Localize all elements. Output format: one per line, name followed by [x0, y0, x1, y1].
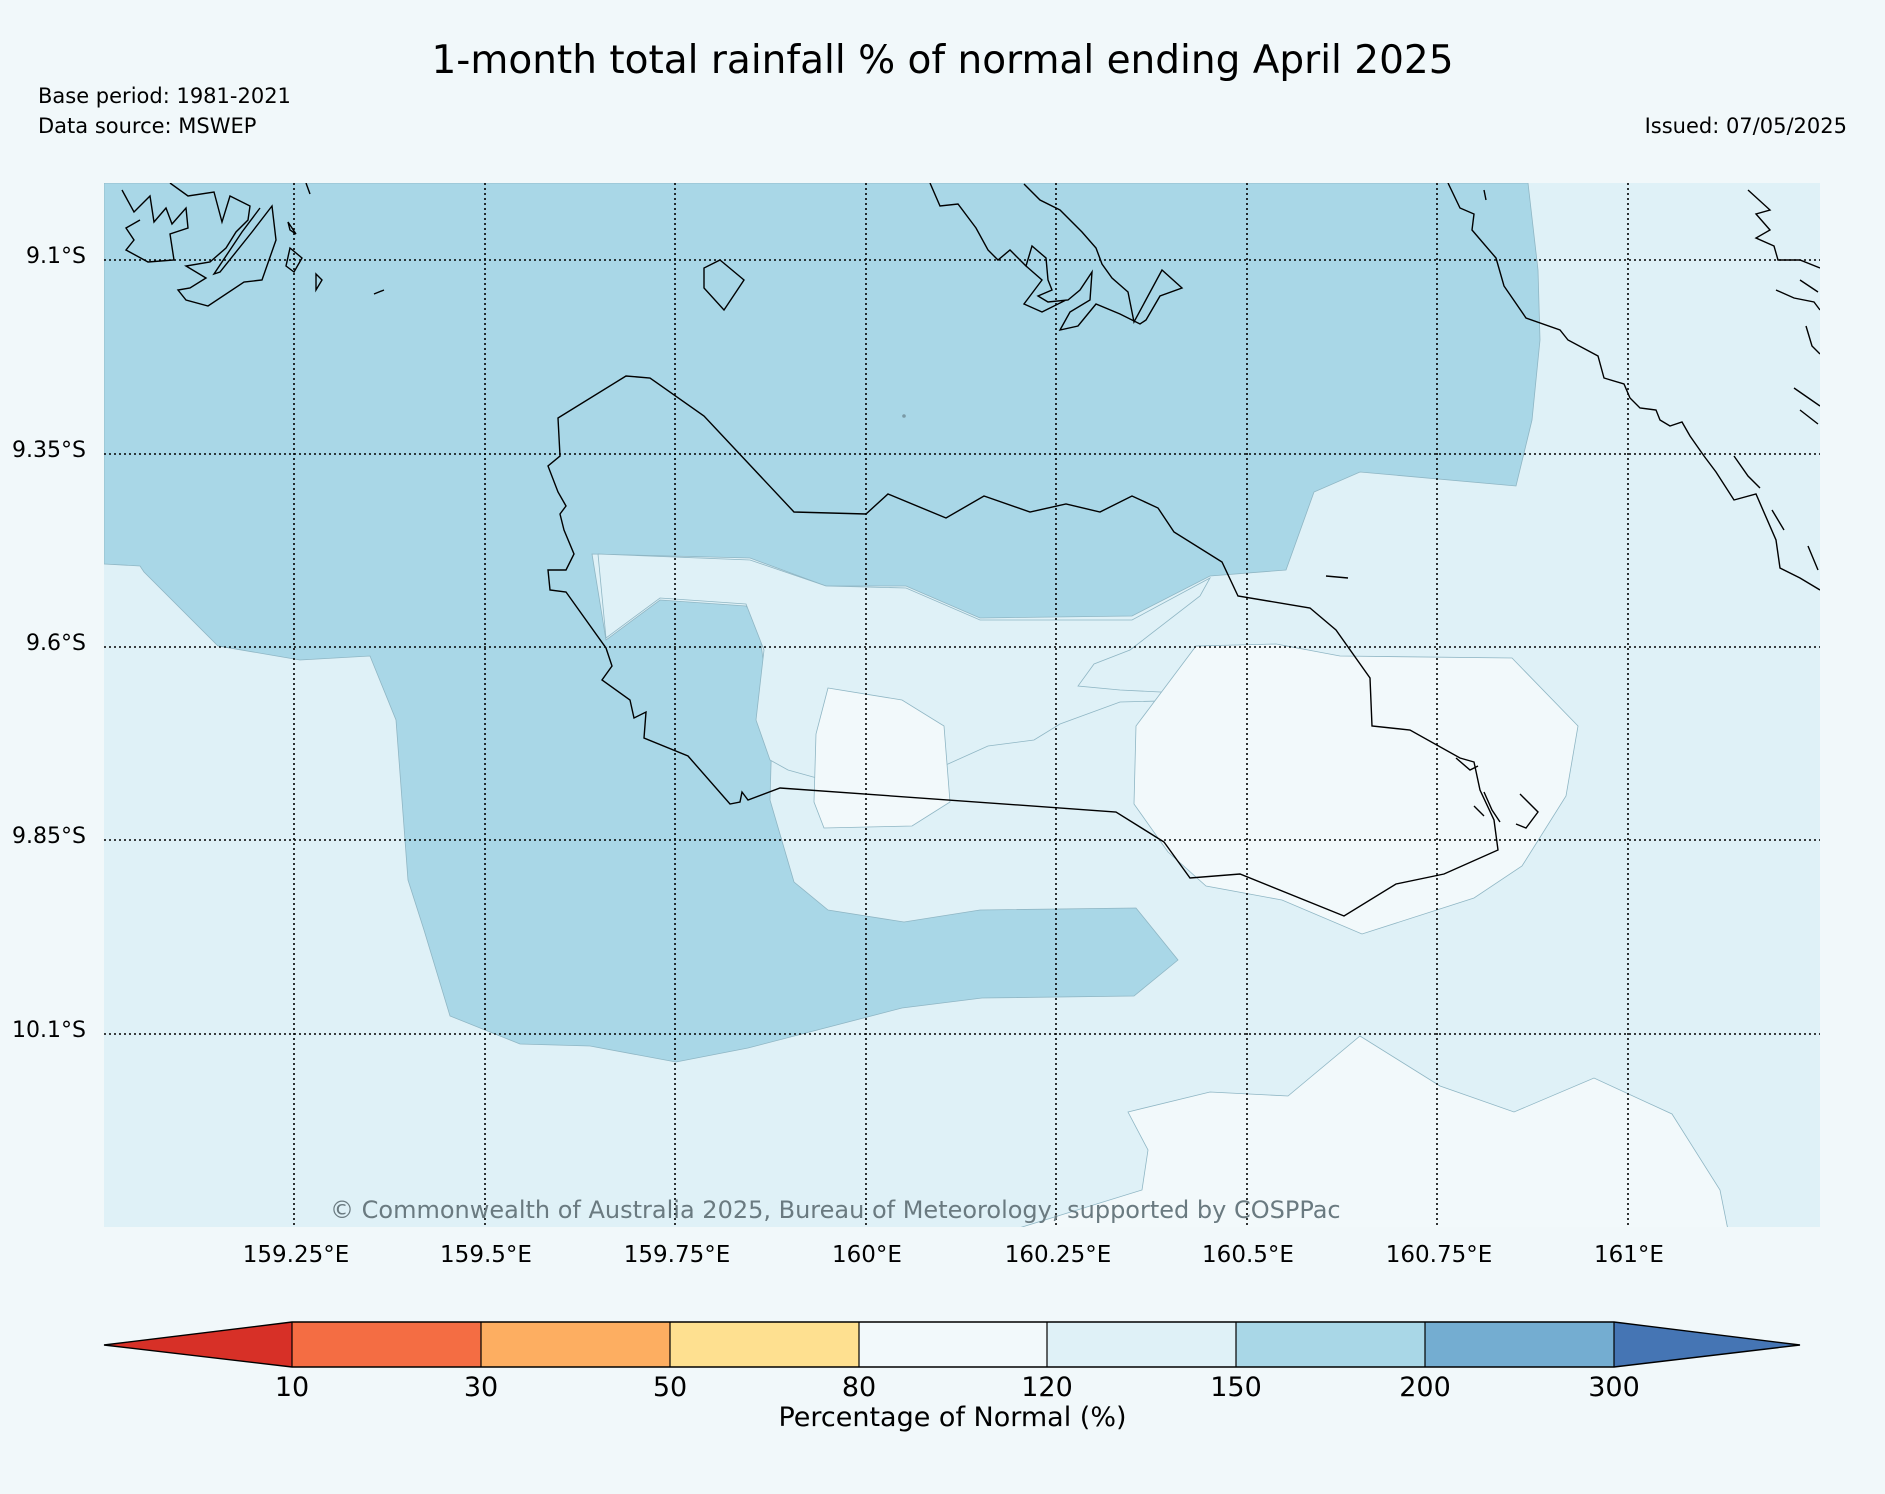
lat-label-9-1: 9.1°S	[26, 244, 86, 269]
colorbar-bin-200-300	[1425, 1322, 1614, 1367]
colorbar-tick-120: 120	[1021, 1372, 1073, 1403]
lon-label-160: 160°E	[832, 1242, 902, 1268]
islet-dot	[902, 414, 906, 418]
coastline-guadalcanal	[547, 375, 1499, 917]
colorbar-tick-150: 150	[1210, 1372, 1262, 1403]
colorbar-tick-300: 300	[1588, 1372, 1640, 1403]
colorbar	[103, 1321, 1801, 1368]
region-80-120-east	[1133, 643, 1579, 935]
colorbar-extend-low	[104, 1322, 292, 1367]
lat-label-9-6: 9.6°S	[26, 631, 86, 656]
coastline-santa-isabel	[121, 183, 385, 307]
colorbar-tick-80: 80	[841, 1372, 877, 1403]
base-period-note: Base period: 1981-2021	[38, 84, 291, 108]
colorbar-tick-10: 10	[274, 1372, 310, 1403]
copyright-notice: © Commonwealth of Australia 2025, Bureau…	[330, 1196, 1341, 1224]
colorbar-bin-30-50	[481, 1322, 670, 1367]
lon-label-161: 161°E	[1594, 1242, 1664, 1268]
issued-date: Issued: 07/05/2025	[1644, 114, 1847, 138]
colorbar-bin-120-150	[1047, 1322, 1236, 1367]
lat-label-9-35: 9.35°S	[12, 438, 86, 463]
coastline-malaita	[1447, 183, 1820, 591]
colorbar-tick-50: 50	[652, 1372, 688, 1403]
colorbar-bin-80-120	[859, 1322, 1047, 1367]
colorbar-extend-high	[1614, 1322, 1800, 1367]
coastline-reef	[1325, 575, 1349, 579]
region-150-200-main	[104, 183, 1541, 1063]
lon-label-160-5: 160.5°E	[1202, 1242, 1294, 1268]
map-title: 1-month total rainfall % of normal endin…	[431, 38, 1454, 83]
lon-label-160-25: 160.25°E	[1004, 1242, 1112, 1268]
colorbar-bin-10-30	[292, 1322, 481, 1367]
coastline-florida-islands	[929, 183, 1184, 332]
region-80-120-south	[1020, 1035, 1728, 1227]
graticule	[104, 183, 1820, 1227]
colorbar-label: Percentage of Normal (%)	[778, 1402, 1127, 1433]
data-source-note: Data source: MSWEP	[38, 114, 257, 138]
colorbar-tick-200: 200	[1399, 1372, 1451, 1403]
coastline-east-detail	[1455, 757, 1539, 829]
map-frame	[104, 183, 1820, 1227]
lon-label-159-25: 159.25°E	[242, 1242, 350, 1268]
coastline-islet-1	[703, 259, 745, 312]
colorbar-bin-150-200	[1236, 1322, 1425, 1367]
colorbar-bin-50-80	[670, 1322, 859, 1367]
lon-label-160-75: 160.75°E	[1385, 1242, 1493, 1268]
coastlines	[121, 183, 1820, 917]
lat-label-10-1: 10.1°S	[12, 1018, 86, 1043]
colorbar-tick-30: 30	[463, 1372, 499, 1403]
lat-label-9-85: 9.85°S	[12, 824, 86, 849]
lon-label-159-5: 159.5°E	[440, 1242, 532, 1268]
lon-label-159-75: 159.75°E	[623, 1242, 731, 1268]
